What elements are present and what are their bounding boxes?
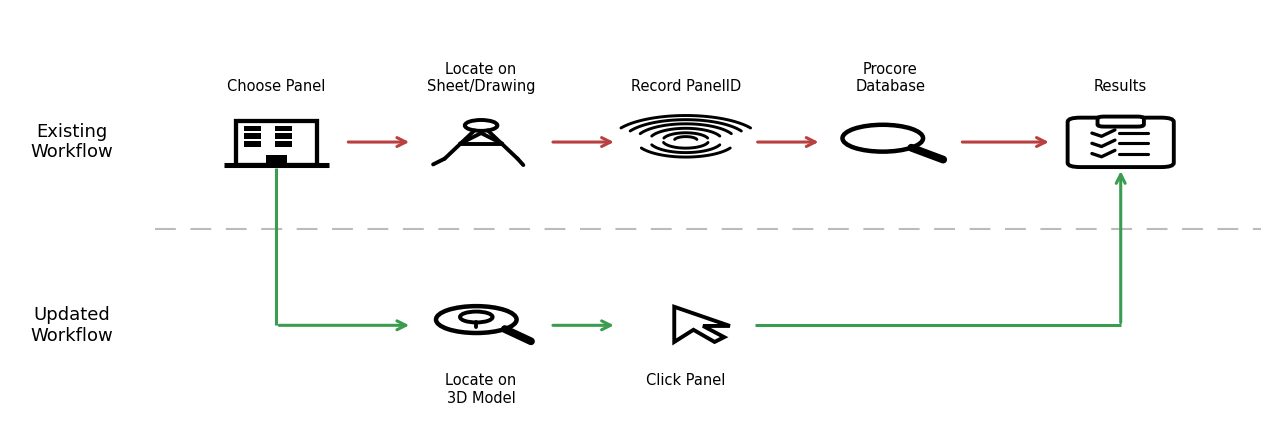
Text: Existing
Workflow: Existing Workflow <box>31 123 113 161</box>
Text: Results: Results <box>1094 79 1147 94</box>
Text: Locate on
3D Model: Locate on 3D Model <box>445 373 517 406</box>
Bar <box>236 121 317 165</box>
Text: Locate on
Sheet/Drawing: Locate on Sheet/Drawing <box>427 62 536 94</box>
Bar <box>244 133 262 139</box>
Bar <box>274 133 292 139</box>
Text: Choose Panel: Choose Panel <box>227 79 326 94</box>
Text: Procore
Database: Procore Database <box>855 62 926 94</box>
Text: Click Panel: Click Panel <box>646 373 726 388</box>
Bar <box>265 155 287 165</box>
Text: Record PanelID: Record PanelID <box>631 79 741 94</box>
Polygon shape <box>674 307 729 342</box>
Bar <box>244 141 262 147</box>
Bar <box>274 126 292 132</box>
Text: Updated
Workflow: Updated Workflow <box>31 306 113 345</box>
Bar <box>244 126 262 132</box>
Bar <box>274 141 292 147</box>
FancyBboxPatch shape <box>1097 117 1144 127</box>
